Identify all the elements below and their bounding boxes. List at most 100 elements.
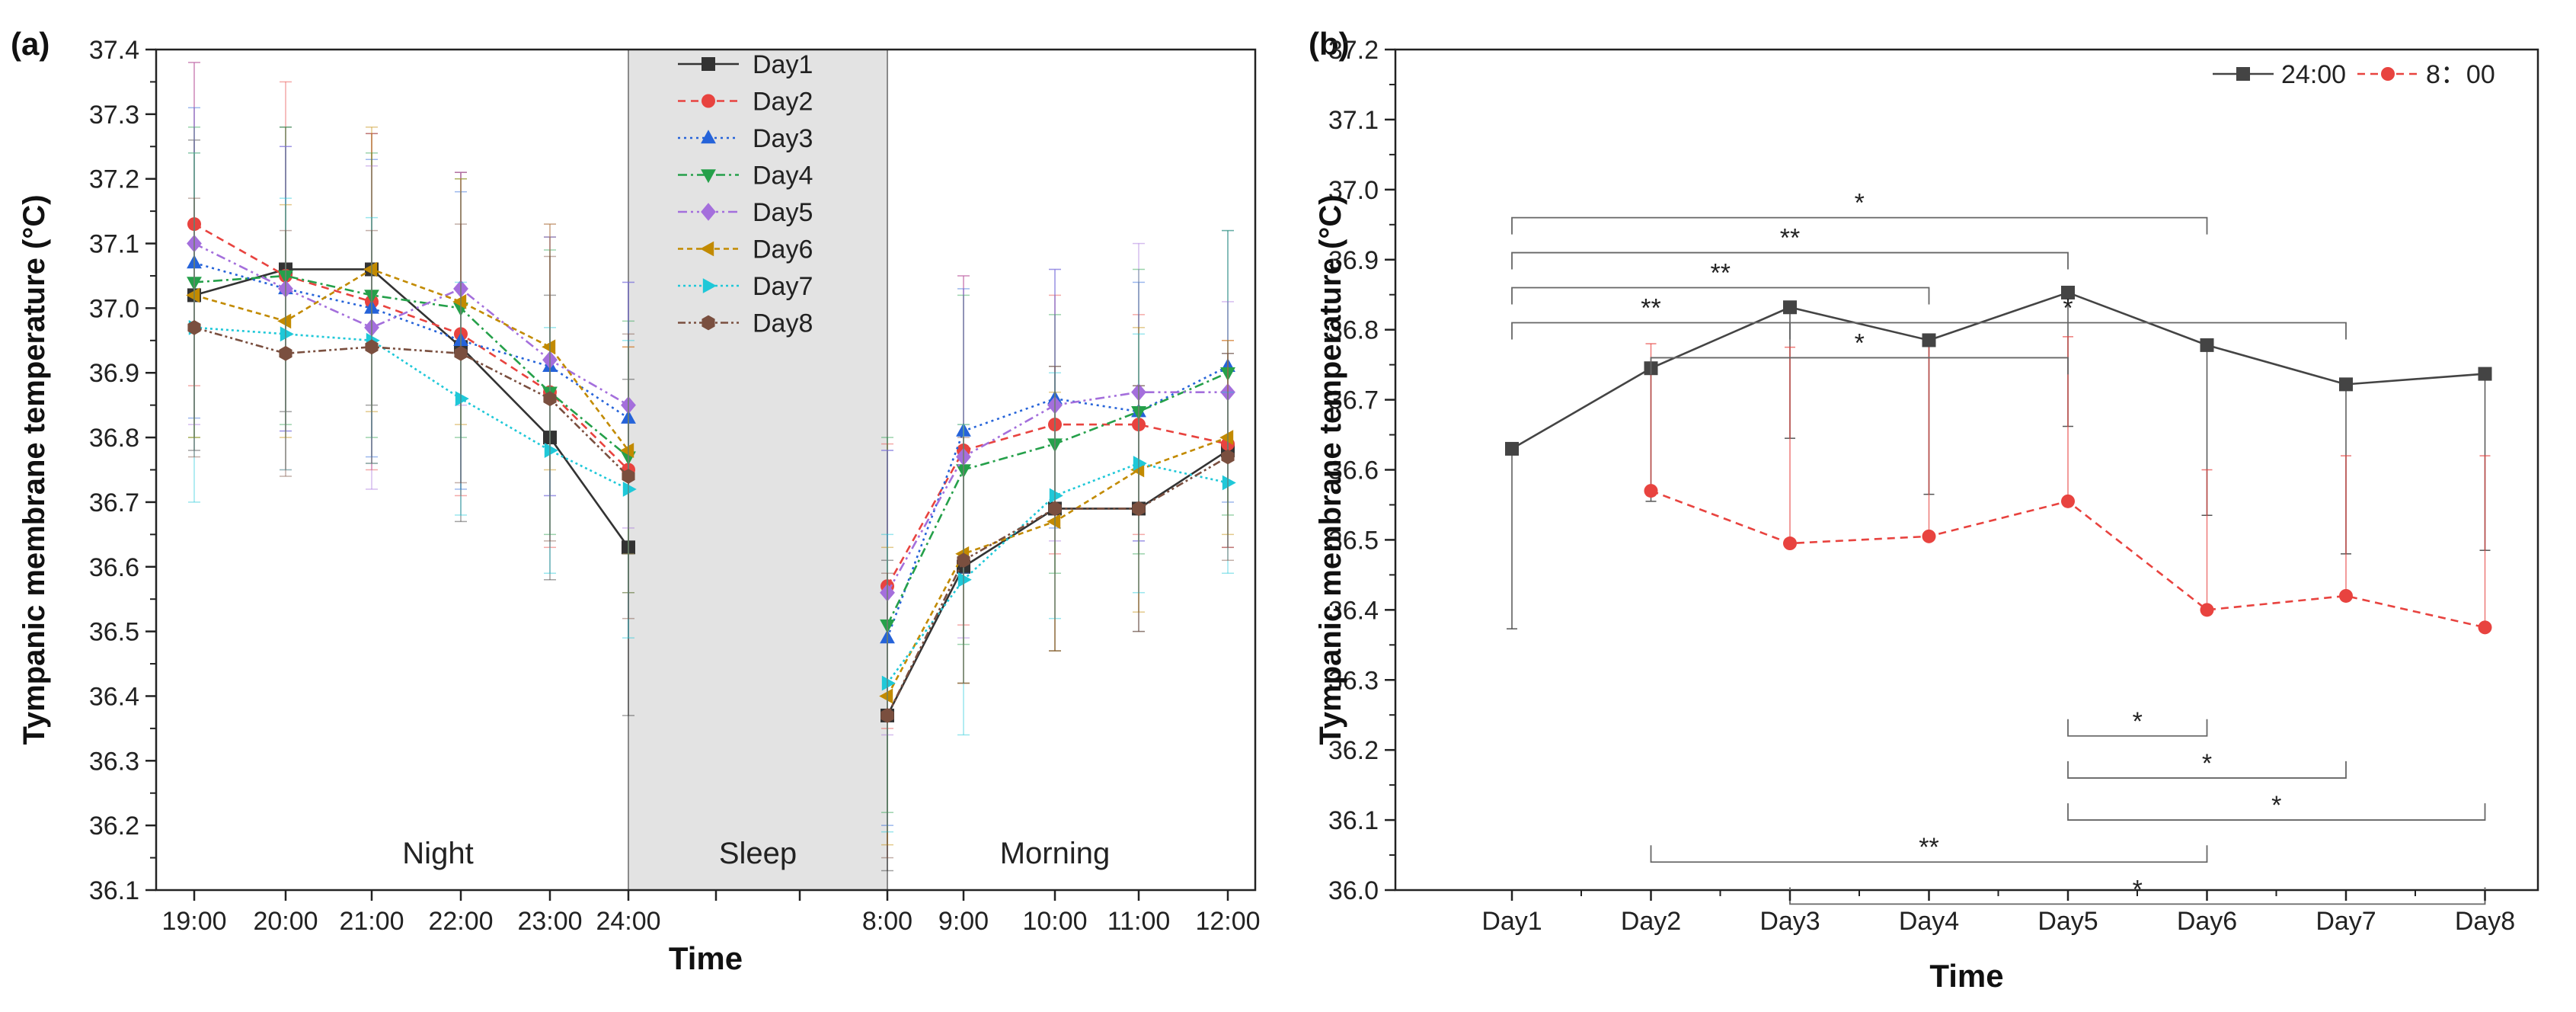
legend: Day1 Day2 Day3 Day4 Day5 Day6 Day7 Day8 — [678, 50, 813, 338]
y-tick-label: 36.2 — [1328, 736, 1379, 765]
data-point — [956, 464, 971, 479]
data-point — [956, 422, 971, 437]
legend-label: Day5 — [753, 198, 813, 227]
significance-label: * — [2271, 791, 2281, 820]
y-tick-label: 37.3 — [89, 101, 139, 130]
data-point — [1219, 430, 1234, 445]
data-point — [1047, 396, 1063, 415]
y-tick-label: 36.9 — [89, 359, 139, 388]
y-tick-label: 36.0 — [1328, 876, 1379, 905]
legend-marker — [702, 315, 715, 331]
x-tick-label: 8:00 — [862, 907, 912, 936]
data-point — [622, 469, 635, 484]
x-tick-label: 10:00 — [1022, 907, 1087, 936]
data-point-8 — [2061, 494, 2075, 508]
x-tick-label: Day1 — [1481, 907, 1542, 936]
series-Day8 — [187, 197, 1235, 859]
series-line-morning — [886, 436, 1229, 697]
data-point-8 — [1783, 536, 1797, 551]
data-point — [621, 409, 636, 424]
x-tick-label: 20:00 — [253, 907, 318, 936]
data-point — [1220, 383, 1235, 402]
significance-bracket — [1650, 845, 2208, 863]
y-tick-label: 36.8 — [1328, 316, 1379, 345]
data-point — [187, 234, 202, 253]
data-point — [957, 552, 970, 568]
x-tick-label: Day8 — [2455, 907, 2515, 936]
data-point — [364, 290, 379, 304]
data-point — [278, 270, 293, 284]
y-tick-label: 37.2 — [89, 165, 139, 194]
legend-marker — [701, 130, 716, 144]
data-point — [621, 396, 636, 415]
panel-b: (b) ******* ********36.036.136.236.336.43… — [1309, 26, 2539, 994]
data-point — [1131, 383, 1146, 402]
data-point — [1048, 501, 1062, 517]
data-point — [543, 431, 557, 445]
y-tick-label: 36.5 — [89, 618, 139, 647]
series-Day4 — [187, 126, 1235, 813]
significance-bracket — [1511, 287, 1930, 305]
legend-label: Day4 — [753, 162, 813, 191]
panel-a: (a) 36.1 36.2 36.3 36.4 36.5 36.6 36.7 36.8 36.9… — [11, 26, 1261, 976]
series-line-night — [193, 274, 629, 458]
data-point — [454, 345, 468, 361]
significance-label: ** — [1641, 293, 1660, 322]
significance-bracket — [2067, 719, 2208, 737]
data-point-8 — [2478, 620, 2492, 635]
y-tick-label: 37.1 — [1328, 106, 1379, 135]
significance-label: ** — [1780, 224, 1800, 253]
data-point — [187, 255, 202, 269]
series-line-night — [193, 268, 630, 451]
legend-label-8: 8：00 — [2426, 60, 2495, 89]
series-8-00 — [1644, 484, 2492, 635]
legend-marker — [702, 94, 715, 108]
data-point — [364, 299, 379, 314]
data-point — [881, 675, 896, 691]
legend: 24:00 8：00 — [2213, 60, 2495, 89]
data-point — [1047, 438, 1063, 453]
data-point — [455, 391, 469, 407]
y-tick-label: 37.4 — [89, 36, 139, 65]
x-tick-label: 9:00 — [938, 907, 989, 936]
x-tick-label: Day4 — [1899, 907, 1959, 936]
x-tick-label: Day7 — [2316, 907, 2376, 936]
x-tick-label: Day6 — [2177, 907, 2237, 936]
data-point — [881, 708, 894, 723]
data-point-24 — [1505, 441, 1519, 456]
x-axis-title: Time — [1929, 958, 2003, 994]
data-point-8 — [2339, 588, 2353, 603]
series-line-night — [193, 223, 629, 471]
x-tick-label: Day5 — [2037, 907, 2098, 936]
legend-label-24: 24:00 — [2281, 60, 2346, 89]
y-tick-label: 36.7 — [89, 488, 139, 517]
significance-bracket — [1511, 216, 2208, 235]
data-point — [363, 261, 378, 277]
data-point — [957, 572, 972, 588]
data-point-24 — [2061, 285, 2075, 299]
series-line-night — [193, 242, 629, 406]
y-tick-label: 36.2 — [89, 812, 139, 841]
series-line-8 — [1651, 489, 2485, 629]
data-point — [1133, 456, 1147, 471]
data-point — [620, 443, 634, 458]
region-label-night: Night — [402, 837, 473, 870]
y-tick-label: 36.6 — [1328, 456, 1379, 485]
significance-label: * — [2202, 749, 2212, 778]
y-tick-label: 36.4 — [1328, 596, 1379, 625]
data-point — [543, 391, 557, 407]
legend-marker — [701, 203, 716, 221]
legend-label: Day3 — [753, 124, 813, 153]
x-axis-title: Time — [669, 940, 743, 976]
data-point-8 — [1922, 529, 1936, 543]
data-point — [1221, 449, 1235, 465]
significance-label: * — [1855, 189, 1865, 218]
data-point — [1049, 488, 1063, 504]
series-line-night — [193, 261, 629, 419]
legend-label: Day1 — [753, 50, 813, 79]
legend-marker-24 — [2236, 67, 2250, 81]
data-point-24 — [1783, 300, 1797, 315]
significance-bracket — [1511, 251, 2069, 270]
significance-label: * — [2063, 293, 2073, 322]
